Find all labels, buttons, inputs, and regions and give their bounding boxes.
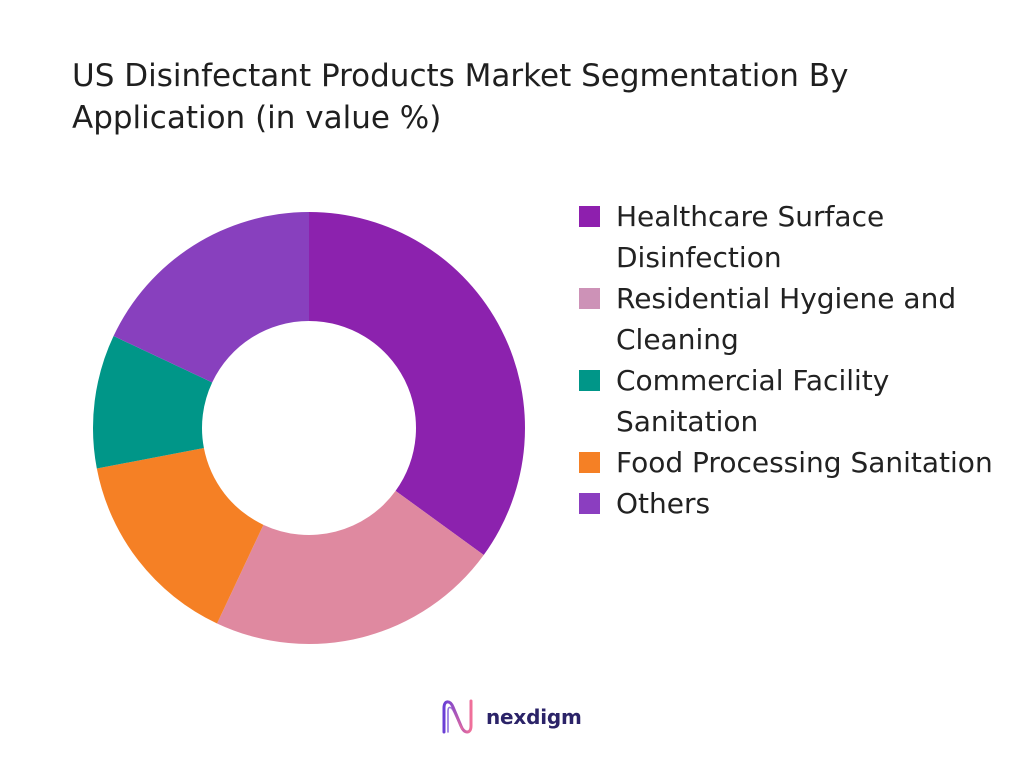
legend-item-healthcare-surface-disinfection: Healthcare Surface Disinfection (579, 196, 1019, 278)
donut-slice-food-processing-sanitation (96, 448, 264, 624)
chart-legend: Healthcare Surface Disinfection Resident… (579, 196, 1019, 524)
donut-slice-commercial-facility-sanitation (93, 336, 213, 469)
chart-title: US Disinfectant Products Market Segmenta… (72, 58, 849, 136)
legend-swatch (579, 206, 600, 227)
legend-swatch (579, 493, 600, 514)
donut-slice-residential-hygiene-and-cleaning (217, 490, 484, 644)
legend-swatch (579, 288, 600, 309)
legend-label: Residential Hygiene and Cleaning (616, 282, 957, 356)
legend-label: Commercial Facility Sanitation (616, 364, 890, 438)
nexdigm-logo: nexdigm (439, 698, 582, 736)
donut-slice-others (113, 212, 309, 383)
legend-swatch (579, 452, 600, 473)
legend-item-residential-hygiene-and-cleaning: Residential Hygiene and Cleaning (579, 278, 1019, 360)
legend-label: Healthcare Surface Disinfection (616, 200, 885, 274)
legend-label: Others (616, 487, 711, 520)
legend-item-food-processing-sanitation: Food Processing Sanitation (579, 442, 1019, 483)
donut-chart (93, 212, 525, 644)
legend-label: Food Processing Sanitation (616, 446, 993, 479)
legend-swatch (579, 370, 600, 391)
nexdigm-wave-icon (442, 699, 473, 734)
legend-item-others: Others (579, 483, 1019, 524)
donut-slice-healthcare-surface-disinfection (309, 212, 525, 555)
logo-text: nexdigm (486, 705, 582, 729)
legend-item-commercial-facility-sanitation: Commercial Facility Sanitation (579, 360, 1019, 442)
